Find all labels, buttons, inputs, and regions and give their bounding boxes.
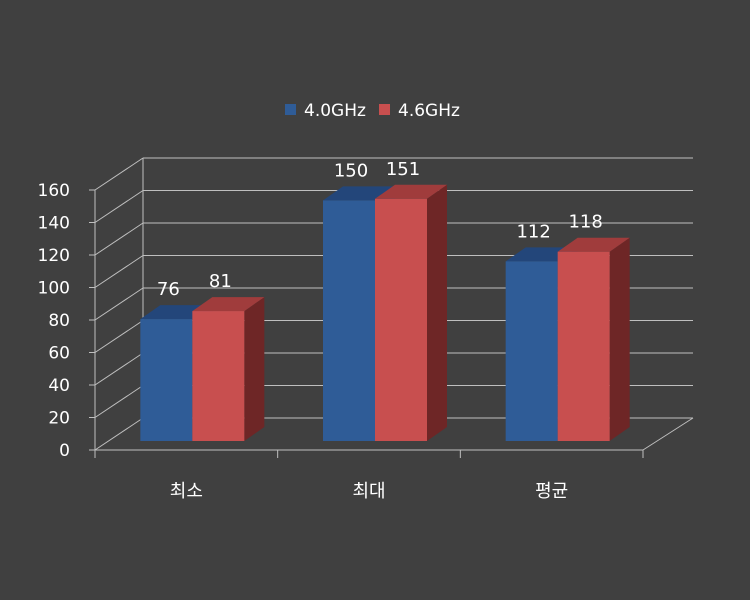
- y-tick-label: 120: [38, 246, 70, 266]
- data-label: 151: [386, 159, 420, 180]
- bar: [505, 261, 558, 441]
- y-tick-label: 20: [48, 409, 70, 429]
- y-tick-label: 60: [48, 344, 70, 364]
- floor-edge: [642, 417, 694, 451]
- legend-entry: 4.6GHz: [398, 101, 460, 121]
- bar-top: [557, 237, 630, 252]
- y-tick-label: 100: [38, 279, 70, 299]
- legend-swatch: [379, 104, 390, 115]
- bar: [323, 200, 375, 441]
- legend-swatch: [285, 104, 296, 115]
- data-label: 112: [516, 221, 550, 242]
- data-label: 118: [568, 212, 602, 233]
- bar: [557, 251, 610, 441]
- data-label: 81: [209, 271, 232, 292]
- data-labels: 76 81 150 151 112 118: [157, 159, 603, 300]
- y-tick-label: 40: [48, 376, 70, 396]
- x-tick-label: 평균: [535, 481, 568, 502]
- gridline-diagonal: [94, 352, 144, 386]
- gridline-diagonal: [94, 287, 144, 321]
- axes: 0 20 40 60 80 100 120 140 160 최소 최대 평균: [38, 158, 694, 502]
- gridline-diagonal: [94, 157, 144, 191]
- bar-top: [375, 184, 447, 199]
- bars: [140, 184, 630, 442]
- gridline-diagonal: [94, 320, 144, 353]
- gridline-diagonal: [94, 417, 144, 451]
- legend: 4.0GHz 4.6GHz: [285, 101, 460, 121]
- data-label: 150: [334, 160, 368, 181]
- bar-side: [244, 297, 265, 441]
- bar-side: [427, 184, 447, 442]
- y-tick-label: 0: [59, 441, 70, 461]
- x-tick-label: 최대: [352, 481, 385, 502]
- bar-side: [609, 237, 630, 441]
- gridline-diagonal: [94, 190, 144, 223]
- data-label: 76: [157, 279, 180, 300]
- bar-top: [323, 186, 395, 201]
- gridline-diagonal: [94, 255, 144, 288]
- bar: [192, 311, 245, 441]
- x-tick-label: 최소: [170, 481, 203, 502]
- y-tick-label: 140: [38, 214, 70, 234]
- bar: [375, 198, 427, 441]
- gridline-diagonal: [94, 222, 144, 256]
- y-tick-label: 80: [48, 311, 70, 331]
- legend-entry: 4.0GHz: [304, 101, 366, 121]
- bar: [140, 319, 193, 441]
- y-tick-label: 160: [38, 181, 70, 201]
- bar-top: [192, 297, 265, 312]
- gridline-diagonal: [94, 385, 144, 418]
